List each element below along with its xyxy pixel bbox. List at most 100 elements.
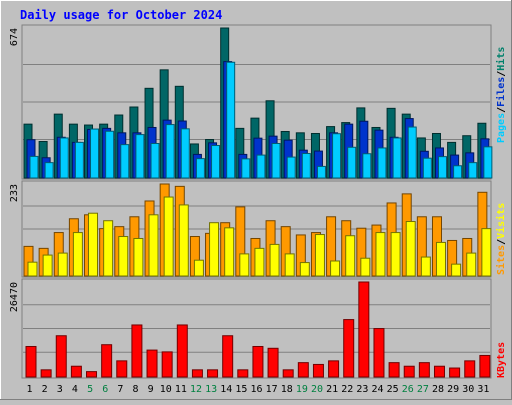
legend-item: Visits: [495, 203, 507, 239]
bar-kbytes-day-4: [70, 365, 82, 378]
panel-kbytes: 26470 KBytes: [9, 278, 507, 379]
bar-sites-day-7: [118, 236, 129, 277]
bar-pages-day-10: [165, 124, 175, 179]
legend-item: Pages: [496, 113, 507, 143]
x-tick-label-day-31: 31: [477, 384, 489, 395]
bar-sites-day-21: [330, 260, 341, 277]
bar-pages-day-25: [392, 137, 402, 179]
bar-sites-day-11: [178, 204, 189, 277]
bar-kbytes-day-2: [40, 369, 52, 378]
bar-sites-day-9: [148, 214, 159, 277]
bar-pages-day-13: [211, 145, 221, 179]
x-tick-label-day-5: 5: [87, 384, 93, 395]
bar-pages-day-30: [468, 162, 478, 179]
bar-kbytes-day-19: [297, 362, 309, 378]
bar-kbytes-day-29: [449, 367, 461, 378]
x-tick-label-day-11: 11: [175, 384, 187, 395]
bar-pages-day-12: [195, 158, 205, 179]
legend-item: /: [496, 71, 507, 77]
series-pages: [29, 61, 493, 179]
bar-kbytes-day-14: [222, 335, 234, 378]
bar-sites-day-13: [209, 222, 220, 277]
bar-pages-day-18: [286, 156, 296, 179]
x-tick-label-day-29: 29: [447, 384, 459, 395]
bar-pages-day-16: [256, 154, 266, 179]
x-tick-label-day-20: 20: [311, 384, 323, 395]
y-max-label: 233: [9, 184, 20, 202]
bar-pages-day-22: [347, 146, 357, 179]
bar-pages-day-6: [105, 130, 115, 179]
x-tick-label-day-10: 10: [160, 384, 172, 395]
x-tick-label-day-14: 14: [220, 384, 232, 395]
x-tick-label-day-9: 9: [148, 384, 154, 395]
legend-item: Hits: [495, 47, 507, 71]
bar-pages-day-21: [332, 133, 342, 179]
bar-kbytes-day-18: [282, 369, 294, 378]
x-tick-label-day-6: 6: [102, 384, 108, 395]
bar-pages-day-15: [241, 158, 251, 179]
legend-kbytes: KBytes: [496, 342, 507, 378]
bar-kbytes-day-6: [101, 344, 113, 378]
bar-kbytes-day-1: [25, 345, 37, 378]
bar-sites-day-16: [254, 247, 265, 277]
bar-sites-day-12: [193, 259, 204, 277]
bar-pages-day-29: [453, 165, 463, 179]
x-axis-day-labels: 1 2 3 4 5 6 7 8 9 10 11 12 13 14 15 16 17 18 19 20 21 22 23 24 2…: [27, 384, 490, 395]
bar-sites-day-1: [27, 261, 38, 277]
bar-sites-day-8: [133, 237, 144, 277]
bar-kbytes-day-31: [479, 354, 491, 378]
bar-kbytes-day-28: [433, 365, 445, 378]
legend-item: /: [496, 107, 507, 113]
bar-sites-day-6: [103, 220, 114, 277]
x-tick-label-day-27: 27: [417, 384, 429, 395]
bar-sites-day-28: [435, 241, 446, 277]
bar-kbytes-day-22: [343, 319, 355, 378]
bar-kbytes-day-21: [328, 360, 340, 378]
bar-kbytes-day-30: [464, 360, 476, 378]
x-tick-label-day-23: 23: [356, 384, 368, 395]
x-tick-label-day-26: 26: [402, 384, 414, 395]
bar-sites-day-5: [88, 212, 99, 277]
bar-pages-day-31: [483, 146, 493, 179]
series-sites: [27, 196, 492, 277]
bar-pages-day-17: [271, 143, 281, 179]
bar-sites-day-20: [314, 234, 325, 277]
bar-sites-day-23: [360, 257, 371, 277]
x-tick-label-day-21: 21: [326, 384, 338, 395]
x-tick-label-day-30: 30: [462, 384, 474, 395]
x-tick-label-day-17: 17: [266, 384, 278, 395]
x-tick-label-day-24: 24: [372, 384, 384, 395]
bar-pages-day-14: [226, 61, 236, 179]
x-tick-label-day-19: 19: [296, 384, 308, 395]
bar-sites-day-17: [269, 243, 280, 277]
bar-kbytes-day-15: [237, 369, 249, 378]
bar-kbytes-day-25: [388, 362, 400, 378]
bar-kbytes-day-8: [131, 324, 143, 378]
legend-item: Sites: [495, 245, 507, 275]
legend-item: /: [496, 239, 507, 245]
x-tick-label-day-12: 12: [190, 384, 202, 395]
bar-kbytes-day-10: [161, 351, 173, 378]
y-max-label: 674: [9, 28, 20, 46]
bar-pages-day-20: [316, 165, 326, 179]
bar-pages-day-24: [377, 147, 387, 179]
bar-sites-day-2: [42, 254, 53, 277]
x-tick-label-day-8: 8: [132, 384, 138, 395]
bar-sites-day-26: [405, 221, 416, 277]
bar-pages-day-27: [422, 157, 432, 179]
bar-kbytes-day-11: [176, 324, 188, 378]
chart-title: Daily usage for October 2024: [20, 8, 222, 22]
bar-kbytes-day-26: [403, 365, 415, 378]
bar-sites-day-25: [390, 232, 401, 277]
x-tick-label-day-25: 25: [387, 384, 399, 395]
bar-kbytes-day-16: [252, 345, 264, 378]
bar-pages-day-11: [180, 128, 190, 179]
bar-sites-day-22: [345, 235, 356, 277]
bar-sites-day-24: [375, 232, 386, 277]
bar-sites-day-3: [57, 252, 68, 277]
x-tick-label-day-4: 4: [72, 384, 78, 395]
bar-kbytes-day-12: [191, 369, 203, 378]
